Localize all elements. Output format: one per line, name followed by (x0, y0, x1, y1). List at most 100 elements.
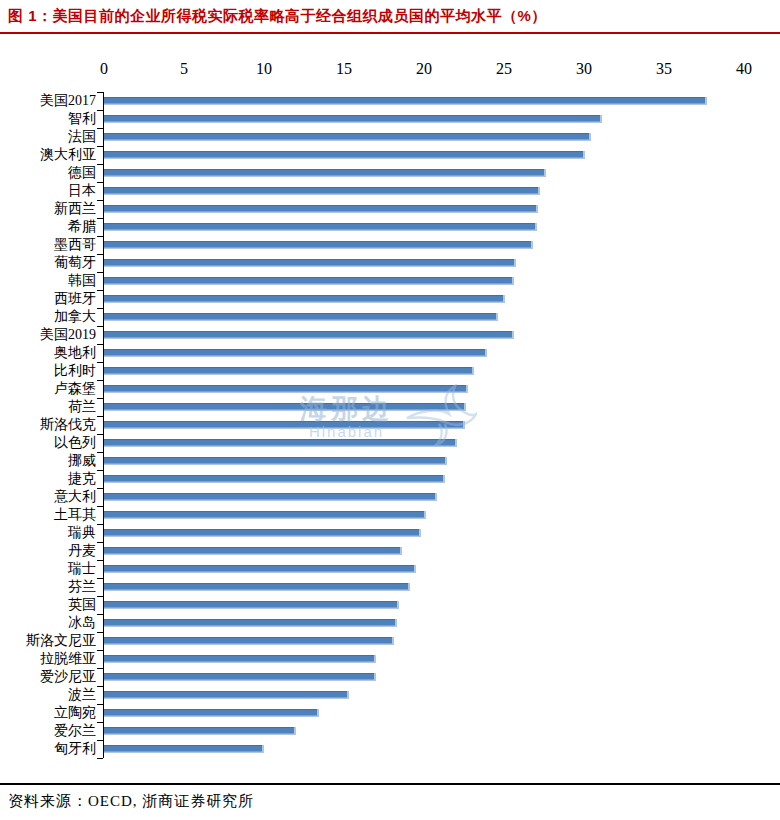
category-label: 美国2017 (0, 92, 103, 110)
bar (104, 259, 516, 267)
category-label: 西班牙 (0, 290, 103, 308)
bar (104, 673, 376, 681)
x-tick-label: 40 (736, 60, 752, 78)
chart-row: 法国 (0, 128, 780, 146)
category-label: 瑞士 (0, 560, 103, 578)
bar-track (103, 308, 745, 326)
bar (104, 133, 591, 141)
category-label: 比利时 (0, 362, 103, 380)
category-label: 智利 (0, 110, 103, 128)
category-label: 新西兰 (0, 200, 103, 218)
chart-row: 丹麦 (0, 542, 780, 560)
category-label: 墨西哥 (0, 236, 103, 254)
category-label: 荷兰 (0, 398, 103, 416)
chart-row: 美国2017 (0, 92, 780, 110)
category-label: 丹麦 (0, 542, 103, 560)
category-label: 英国 (0, 596, 103, 614)
category-label: 挪威 (0, 452, 103, 470)
title-divider (0, 32, 780, 34)
bar-track (103, 254, 745, 272)
bar (104, 601, 399, 609)
category-label: 美国2019 (0, 326, 103, 344)
category-label: 希腊 (0, 218, 103, 236)
footer-divider (0, 783, 780, 785)
category-label: 瑞典 (0, 524, 103, 542)
category-label: 立陶宛 (0, 704, 103, 722)
bar-track (103, 110, 745, 128)
bar (104, 655, 376, 663)
chart-row: 立陶宛 (0, 704, 780, 722)
bar (104, 457, 447, 465)
chart-row: 日本 (0, 182, 780, 200)
category-label: 匈牙利 (0, 740, 103, 758)
category-label: 冰岛 (0, 614, 103, 632)
chart-row: 澳大利亚 (0, 146, 780, 164)
category-label: 意大利 (0, 488, 103, 506)
category-label: 德国 (0, 164, 103, 182)
bar-track (103, 596, 745, 614)
source-note: 资料来源：OECD, 浙商证券研究所 (8, 792, 254, 811)
bar-track (103, 362, 745, 380)
bar (104, 727, 296, 735)
chart-row: 斯洛伐克 (0, 416, 780, 434)
category-label: 韩国 (0, 272, 103, 290)
bar-track (103, 488, 745, 506)
chart-row: 意大利 (0, 488, 780, 506)
chart-row: 墨西哥 (0, 236, 780, 254)
bar-track (103, 326, 745, 344)
category-label: 日本 (0, 182, 103, 200)
bar (104, 97, 707, 105)
bar (104, 565, 416, 573)
bar (104, 691, 349, 699)
bar (104, 169, 546, 177)
bar-track (103, 92, 745, 110)
bar-track (103, 650, 745, 668)
category-label: 波兰 (0, 686, 103, 704)
bar (104, 205, 538, 213)
figure-title: 图 1：美国目前的企业所得税实际税率略高于经合组织成员国的平均水平（%） (8, 7, 772, 26)
chart-row: 德国 (0, 164, 780, 182)
bar-track (103, 236, 745, 254)
bar (104, 331, 514, 339)
bar-track (103, 218, 745, 236)
x-tick-label: 5 (180, 60, 188, 78)
category-label: 芬兰 (0, 578, 103, 596)
bar-track (103, 398, 745, 416)
bar (104, 241, 533, 249)
bar (104, 475, 445, 483)
x-tick-label: 25 (496, 60, 512, 78)
chart-row: 瑞士 (0, 560, 780, 578)
bar (104, 151, 585, 159)
bar-track (103, 272, 745, 290)
category-label: 斯洛文尼亚 (0, 632, 103, 650)
category-label: 加拿大 (0, 308, 103, 326)
chart-row: 匈牙利 (0, 740, 780, 758)
category-label: 拉脱维亚 (0, 650, 103, 668)
bar (104, 115, 602, 123)
bar-track (103, 182, 745, 200)
bar (104, 547, 402, 555)
bar (104, 223, 537, 231)
bar (104, 277, 514, 285)
chart-row: 捷克 (0, 470, 780, 488)
chart-row: 西班牙 (0, 290, 780, 308)
bar (104, 439, 457, 447)
x-axis: 0510152025303540 (104, 60, 744, 80)
report-figure-page: 图 1：美国目前的企业所得税实际税率略高于经合组织成员国的平均水平（%） 051… (0, 0, 780, 820)
chart-row: 波兰 (0, 686, 780, 704)
bar-track (103, 128, 745, 146)
bar-track (103, 164, 745, 182)
bar-track (103, 200, 745, 218)
category-label: 土耳其 (0, 506, 103, 524)
bar (104, 529, 421, 537)
bar-track (103, 632, 745, 650)
bar-track (103, 452, 745, 470)
chart-row: 卢森堡 (0, 380, 780, 398)
category-label: 爱尔兰 (0, 722, 103, 740)
bar-track (103, 668, 745, 686)
x-tick-label: 15 (336, 60, 352, 78)
bar (104, 745, 264, 753)
bar-track (103, 542, 745, 560)
bar (104, 349, 487, 357)
x-tick-label: 0 (100, 60, 108, 78)
